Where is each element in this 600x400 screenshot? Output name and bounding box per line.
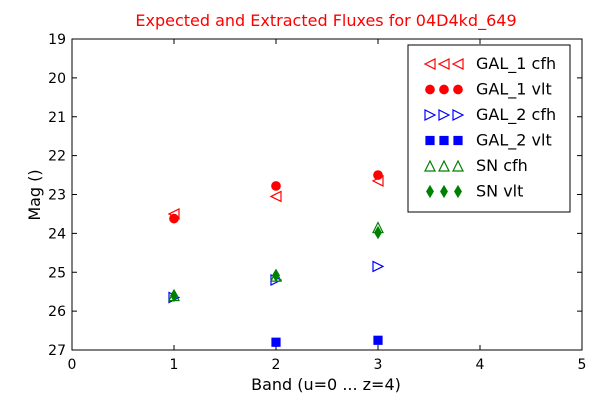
legend-marker [453,84,463,95]
legend-entry: GAL_1 vlt [425,80,552,100]
legend-marker [437,58,450,70]
legend-marker [438,109,451,121]
y-tick-label: 20 [48,71,66,87]
legend-marker [423,58,436,70]
legend: GAL_1 cfh GAL_1 vlt GAL_2 cfh GAL_2 vlt SN c… [407,44,571,213]
x-tick-label: 2 [272,357,281,373]
y-tick-label: 22 [48,149,66,165]
series-5 [170,225,382,303]
legend-marker [452,159,464,172]
x-tick-label: 5 [578,357,587,373]
legend-box [407,44,571,213]
data-point [373,170,383,180]
x-tick-label: 0 [68,357,77,373]
x-tick-label: 4 [476,357,485,373]
series-3 [271,335,383,347]
y-tick-label: 24 [48,226,66,242]
data-point [373,335,383,345]
legend-label: SN vlt [476,182,523,201]
legend-marker [424,109,437,121]
legend-marker [426,184,434,199]
legend-label: SN cfh [476,156,528,175]
data-point [170,288,178,303]
legend-marker [454,184,462,199]
legend-marker [439,84,449,95]
legend-marker [453,135,463,146]
x-axis-label: Band (u=0 ... z=4) [251,375,401,394]
data-point [372,260,385,273]
legend-entry: GAL_2 cfh [424,105,556,125]
legend-entry: SN vlt [426,182,523,201]
data-point [169,213,179,224]
legend-marker [452,109,465,121]
chart-title: Expected and Extracted Fluxes for 04D4kd… [135,11,516,31]
legend-marker [425,135,435,146]
legend-marker [424,159,436,172]
x-tick-label: 1 [170,357,179,373]
legend-entry: GAL_1 cfh [423,54,556,74]
legend-marker [438,159,450,172]
legend-marker [439,135,449,146]
legend-label: GAL_2 vlt [476,131,552,151]
legend-marker [440,184,448,199]
legend-label: GAL_1 vlt [476,80,552,100]
y-tick-label: 26 [48,304,66,320]
y-tick-label: 25 [48,265,66,281]
data-point [272,268,280,283]
x-tick-label: 3 [374,357,383,373]
series-1 [169,170,383,224]
y-tick-label: 21 [48,110,66,126]
legend-marker [425,84,435,95]
legend-entry: SN cfh [424,156,528,175]
y-tick-label: 23 [48,188,66,204]
legend-entry: GAL_2 vlt [425,131,552,151]
data-point [271,337,281,347]
y-tick-label: 19 [48,32,66,48]
legend-label: GAL_1 cfh [476,54,556,74]
y-axis-label: Mag () [25,169,44,220]
legend-marker [451,58,464,70]
y-tick-label: 27 [48,343,66,359]
data-point [374,225,382,240]
legend-label: GAL_2 cfh [476,105,556,125]
data-point [269,190,282,203]
data-point [271,181,281,191]
